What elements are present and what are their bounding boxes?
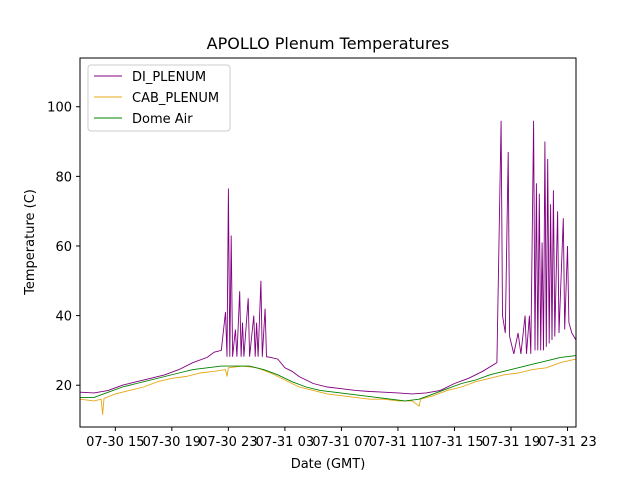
y-tick-label: 60 <box>55 240 72 255</box>
legend-label: CAB_PLENUM <box>132 91 219 106</box>
legend-box <box>87 64 231 132</box>
series-line-cab-plenum <box>79 358 577 415</box>
x-tick-label: 07-31 03 <box>256 435 314 450</box>
y-axis-label: Temperature (C) <box>23 189 38 296</box>
y-tick-label: 100 <box>47 101 72 116</box>
series-line-dome-air <box>80 355 577 402</box>
y-axis: 20 40 60 80 100 <box>47 101 80 394</box>
x-tick-label: 07-30 15 <box>86 435 144 450</box>
x-tick-label: 07-30 19 <box>143 435 201 450</box>
x-tick-label: 07-31 23 <box>538 435 596 450</box>
plot-frame <box>79 57 577 428</box>
x-tick-label: 07-31 19 <box>482 435 540 450</box>
series-line-di-plenum <box>79 120 577 395</box>
y-tick-label: 40 <box>55 310 72 325</box>
x-tick-label: 07-30 23 <box>199 435 257 450</box>
y-tick-label: 80 <box>55 170 72 185</box>
x-tick-label: 07-31 07 <box>312 435 370 450</box>
plot-area <box>79 120 577 415</box>
x-tick-label: 07-31 11 <box>369 435 427 450</box>
y-tick-label: 20 <box>55 379 72 394</box>
legend: DI_PLENUM CAB_PLENUM Dome Air <box>87 64 231 132</box>
x-axis-label: Date (GMT) <box>291 457 366 472</box>
legend-label: Dome Air <box>132 112 193 127</box>
chart-title: APOLLO Plenum Temperatures <box>207 34 450 53</box>
x-tick-label: 07-31 15 <box>425 435 483 450</box>
legend-label: DI_PLENUM <box>132 70 206 85</box>
